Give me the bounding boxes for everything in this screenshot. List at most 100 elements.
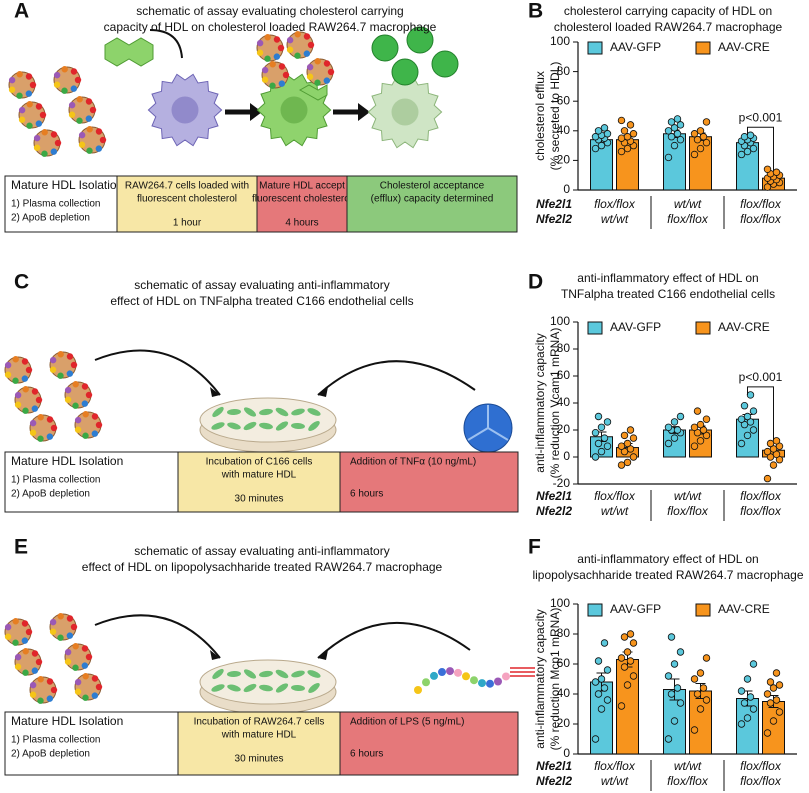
y-tick-label: 60 bbox=[557, 93, 571, 107]
data-point bbox=[629, 434, 638, 442]
genotype-label: flox/flox bbox=[740, 489, 782, 503]
hdl-protein bbox=[91, 430, 99, 437]
data-point bbox=[664, 672, 673, 680]
hdl-protein bbox=[8, 86, 16, 93]
hdl-protein bbox=[95, 421, 103, 429]
genotype-label: wt/wt bbox=[674, 197, 702, 211]
hdl-protein bbox=[14, 391, 22, 399]
y-axis-label: (% reduction Vcam1 mRNA) bbox=[548, 328, 562, 479]
endothelial-cell bbox=[291, 422, 305, 430]
data-point bbox=[775, 708, 784, 716]
step-text: Mature HDL Isolation bbox=[11, 714, 123, 728]
hdl-protein bbox=[82, 673, 89, 680]
step-text: 30 minutes bbox=[235, 754, 284, 765]
data-point bbox=[772, 669, 781, 677]
hdl-protein bbox=[22, 669, 29, 676]
step-box bbox=[177, 711, 341, 776]
data-point bbox=[670, 141, 679, 150]
step-box bbox=[4, 711, 179, 776]
legend-swatch bbox=[587, 321, 603, 335]
hdl-protein bbox=[35, 396, 43, 404]
hdl-protein bbox=[29, 691, 37, 698]
hdl-protein bbox=[85, 391, 93, 399]
hdl-protein bbox=[91, 675, 99, 682]
hdl-protein bbox=[76, 96, 83, 103]
data-point bbox=[667, 633, 676, 641]
hdl-protein bbox=[269, 61, 276, 68]
hdl-protein bbox=[89, 106, 97, 114]
arrowhead bbox=[210, 387, 220, 397]
genotype-label: flox/flox bbox=[740, 212, 782, 226]
step-text: with mature HDL bbox=[221, 470, 297, 481]
hdl-protein bbox=[21, 637, 29, 644]
panel-letter: A bbox=[14, 0, 29, 23]
hdl-protein bbox=[18, 106, 26, 114]
hdl-protein bbox=[25, 90, 33, 97]
hdl-protein bbox=[35, 120, 43, 127]
data-point bbox=[702, 118, 711, 126]
hdl-protein bbox=[35, 658, 43, 666]
cholesterol-molecule bbox=[298, 84, 328, 101]
data-point bbox=[591, 735, 600, 743]
hdl-protein bbox=[21, 358, 29, 365]
chart-title: cholesterol loaded RAW264.7 macrophage bbox=[554, 20, 783, 34]
genotype-label: wt/wt bbox=[601, 504, 629, 518]
step-text: RAW264.7 cells loaded with bbox=[125, 181, 249, 192]
y-tick-label: 20 bbox=[557, 422, 571, 436]
chart-title: TNFalpha treated C166 endothelial cells bbox=[561, 287, 775, 301]
hdl-protein bbox=[314, 58, 321, 65]
hdl-protein bbox=[74, 688, 82, 695]
lps-tail bbox=[510, 667, 535, 677]
data-point bbox=[696, 437, 705, 445]
data-point bbox=[696, 669, 705, 677]
genotype-label: flox/flox bbox=[667, 212, 709, 226]
cell-nucleus bbox=[280, 96, 308, 124]
step-text: 2) ApoB depletion bbox=[11, 749, 90, 760]
endothelial-cell bbox=[227, 408, 241, 416]
step-text: Incubation of C166 cells bbox=[206, 457, 313, 468]
data-point bbox=[743, 412, 752, 421]
hdl-protein bbox=[74, 76, 82, 84]
data-point bbox=[676, 648, 685, 656]
genotype-row-label: Nfe2l2 bbox=[536, 504, 572, 518]
genotype-row-label: Nfe2l1 bbox=[536, 759, 572, 773]
y-tick-label: 60 bbox=[557, 656, 571, 670]
hdl-protein bbox=[85, 115, 93, 122]
data-point bbox=[772, 437, 781, 445]
data-point bbox=[603, 696, 612, 704]
panel-letter: B bbox=[528, 0, 543, 23]
step-text: 6 hours bbox=[350, 749, 383, 760]
hdl-protein bbox=[57, 634, 64, 641]
data-point bbox=[743, 675, 752, 683]
hdl-protein bbox=[53, 71, 61, 79]
data-point bbox=[740, 699, 749, 707]
arrowhead bbox=[318, 387, 328, 397]
endothelial-cell bbox=[291, 408, 305, 416]
hdl-protein bbox=[35, 103, 43, 110]
hdl-protein bbox=[37, 435, 44, 442]
step-text: Mature HDL accept bbox=[259, 181, 345, 192]
chart-title: cholesterol carrying capacity of HDL on bbox=[564, 4, 772, 18]
data-point bbox=[597, 423, 606, 431]
data-point bbox=[597, 675, 606, 683]
data-point bbox=[775, 681, 784, 689]
data-point bbox=[673, 684, 682, 692]
fluorescent-hdl bbox=[406, 26, 434, 54]
hdl-protein bbox=[26, 122, 33, 129]
endothelial-cell bbox=[243, 407, 257, 417]
data-point bbox=[763, 165, 772, 173]
hdl-protein bbox=[264, 55, 271, 62]
y-tick-label: 20 bbox=[557, 716, 571, 730]
hdl-protein bbox=[29, 419, 37, 427]
data-point bbox=[676, 699, 685, 707]
hdl-protein bbox=[82, 694, 89, 701]
endothelial-cell bbox=[259, 422, 273, 430]
data-point bbox=[763, 729, 772, 737]
data-point bbox=[664, 153, 673, 162]
hdl-protein bbox=[50, 148, 58, 155]
hdl-protein bbox=[31, 667, 39, 674]
chart-title: lipopolysachharide treated RAW264.7 macr… bbox=[532, 568, 803, 582]
schematic-title: schematic of assay evaluating anti-infla… bbox=[134, 278, 389, 292]
data-point bbox=[623, 133, 632, 141]
y-tick-label: 80 bbox=[557, 626, 571, 640]
